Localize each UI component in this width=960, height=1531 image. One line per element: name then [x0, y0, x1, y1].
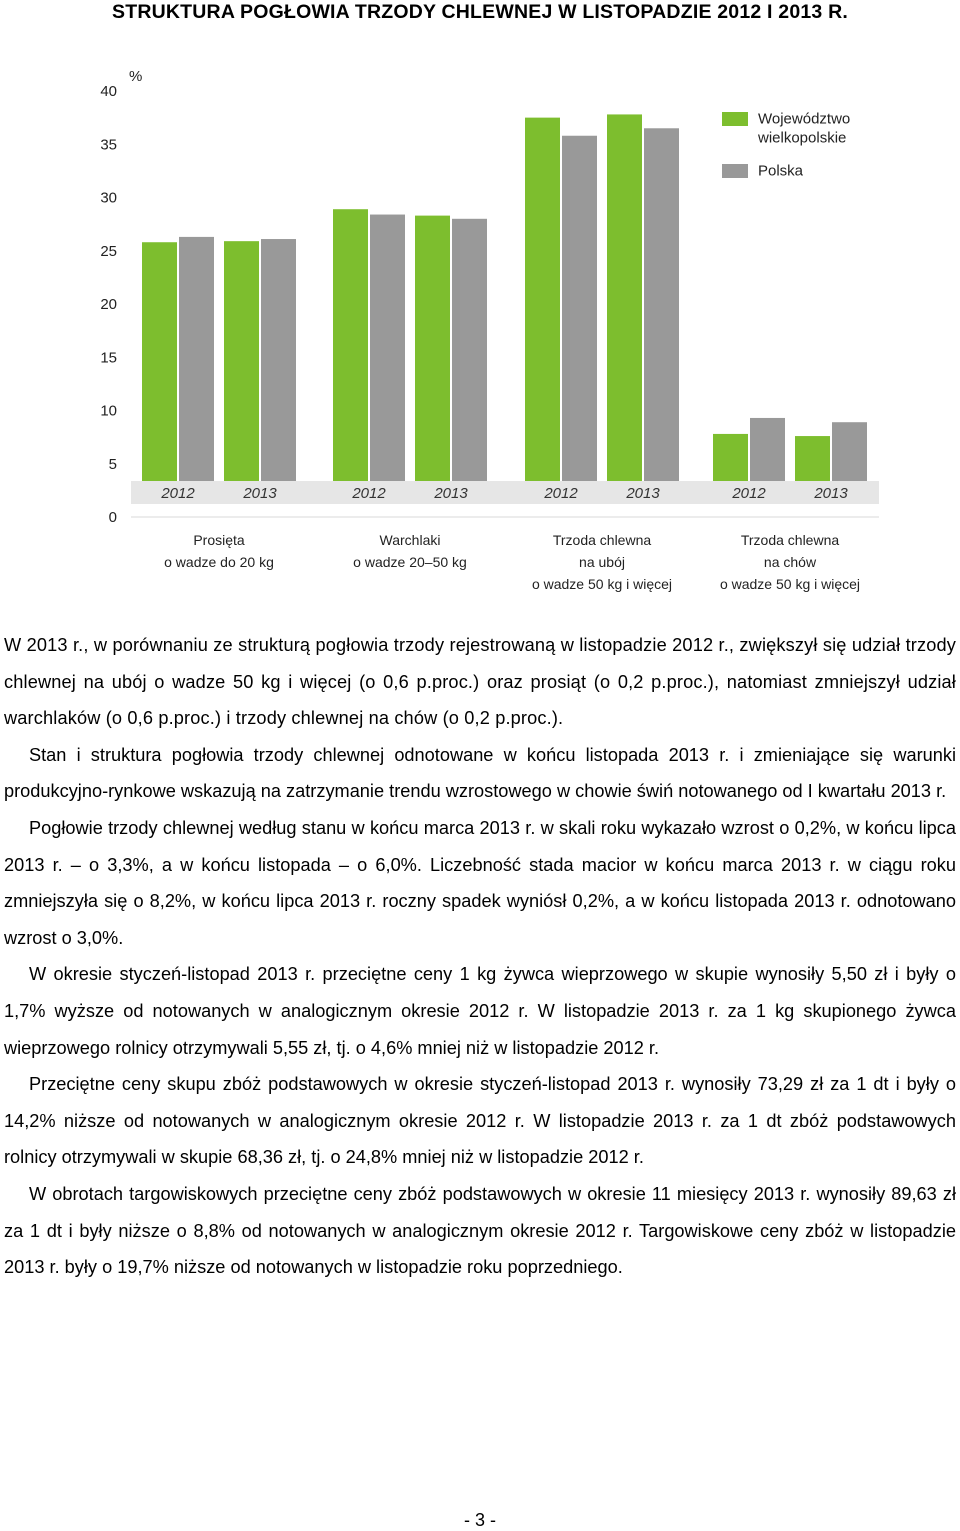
bar: [179, 236, 214, 481]
y-tick-label: 0: [109, 509, 117, 526]
paragraph-2: Stan i struktura pogłowia trzody chlewne…: [4, 744, 956, 802]
bar: [832, 422, 867, 481]
paragraph-1: W 2013 r., w porównaniu ze strukturą pog…: [4, 635, 956, 729]
paragraph-4: W okresie styczeń-listopad 2013 r. przec…: [4, 964, 956, 1058]
bar: [562, 135, 597, 482]
year-label: 2012: [351, 485, 386, 502]
paragraph-3: Pogłowie trzody chlewnej według stanu w …: [4, 817, 956, 948]
paragraph-6: W obrotach targowiskowych przeciętne cen…: [4, 1183, 956, 1278]
y-tick-label: 30: [100, 190, 117, 207]
bar: [795, 436, 830, 481]
bar: [750, 417, 785, 481]
year-label: 2013: [625, 485, 660, 502]
year-band: [131, 481, 879, 504]
year-label: 2012: [160, 485, 195, 502]
year-label: 2012: [543, 485, 578, 502]
legend-label: wielkopolskie: [757, 129, 846, 146]
legend-label: Polska: [758, 162, 804, 179]
bar: [261, 239, 296, 481]
category-label: Warchlaki: [380, 532, 441, 548]
y-tick-label: 40: [100, 83, 117, 100]
bar: [607, 114, 642, 482]
bar: [142, 242, 177, 481]
category-label: Trzoda chlewna: [741, 532, 840, 548]
bar: [644, 128, 679, 481]
legend-swatch: [722, 164, 748, 178]
paragraph-5: Przeciętne ceny skupu zbóż podstawowych …: [4, 1074, 956, 1168]
bar: [713, 433, 748, 481]
legend-swatch: [722, 112, 748, 126]
y-tick-label: 15: [100, 349, 117, 366]
bar: [224, 241, 259, 481]
category-label: Prosięta: [193, 532, 245, 548]
category-label: na ubój: [579, 554, 625, 570]
y-tick-label: 25: [100, 243, 117, 260]
bar-chart: % 0 5 10 15 20 25 30 35 40 2012 2013 Prosięta o wadze…: [100, 68, 879, 592]
body-text: W 2013 r., w porównaniu ze strukturą pog…: [4, 627, 956, 1286]
document-title: STRUKTURA POGŁOWIA TRZODY CHLEWNEJ W LIS…: [112, 1, 848, 23]
category-label: o wadze 50 kg i więcej: [720, 576, 860, 592]
y-tick-label: 20: [100, 296, 117, 313]
year-label: 2013: [813, 485, 848, 502]
category-label: Trzoda chlewna: [553, 532, 652, 548]
category-label: o wadze do 20 kg: [164, 554, 274, 570]
bar: [452, 218, 487, 482]
year-label: 2012: [731, 485, 766, 502]
year-label: 2013: [242, 485, 277, 502]
category-label: o wadze 50 kg i więcej: [532, 576, 672, 592]
category-label: na chów: [764, 554, 817, 570]
page-number: - 3 -: [463, 1510, 496, 1530]
y-tick-label: 35: [100, 136, 117, 153]
bar: [415, 215, 450, 482]
legend-label: Województwo: [758, 110, 850, 127]
y-tick-label: 10: [100, 403, 117, 420]
year-label: 2013: [433, 485, 468, 502]
bar: [333, 209, 368, 481]
y-tick-label: 5: [109, 456, 117, 473]
y-axis-unit: %: [129, 68, 142, 85]
category-label: o wadze 20–50 kg: [353, 554, 467, 570]
bar: [370, 214, 405, 482]
bar: [525, 117, 560, 481]
